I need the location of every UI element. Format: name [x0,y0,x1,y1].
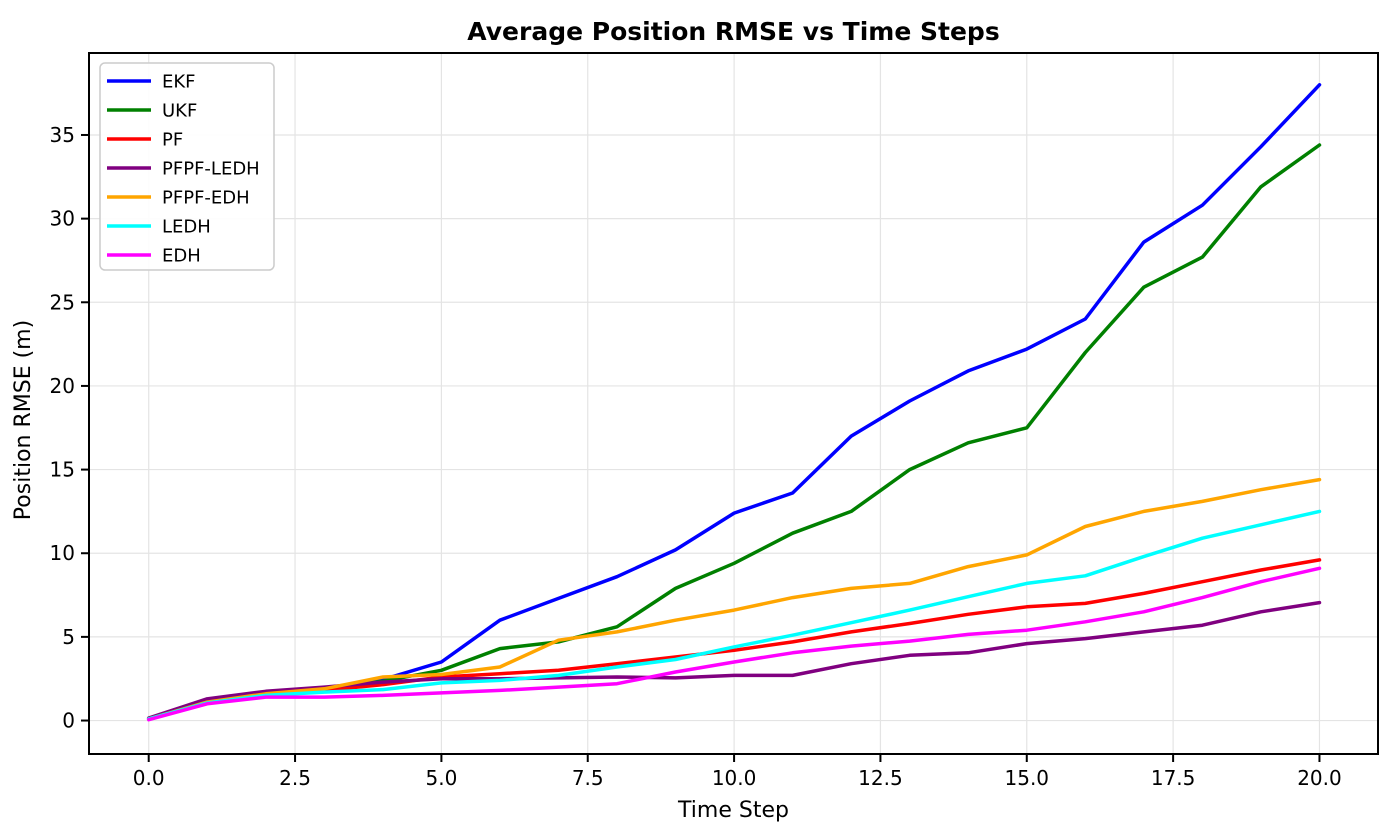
x-tick-label: 12.5 [858,766,903,790]
y-axis-label: Position RMSE (m) [11,320,36,520]
legend-item-ukf: UKF [107,101,197,122]
legend-label: EDH [162,246,201,267]
y-tick-label: 35 [50,123,75,147]
legend-label: PF [162,130,183,151]
legend-item-ledh: LEDH [107,217,211,238]
x-axis: 0.0 2.5 5.0 7.5 10.0 12.5 15.0 17.5 20.0 [133,754,1342,790]
x-tick-label: 10.0 [712,766,757,790]
legend-item-ekf: EKF [107,72,196,93]
x-tick-label: 17.5 [1151,766,1196,790]
x-tick-label: 7.5 [572,766,604,790]
legend-label: PFPF-EDH [162,188,250,209]
series-line-pfpf-edh [146,477,1322,721]
x-axis-label: Time Step [677,798,789,823]
y-tick-label: 15 [50,458,75,482]
legend-item-pf: PF [107,130,183,151]
legend-label: EKF [162,72,196,93]
series-line-ledh [146,509,1322,721]
gridlines [89,53,1378,754]
legend-box [99,62,275,271]
x-tick-label: 15.0 [1005,766,1050,790]
y-tick-label: 10 [50,541,75,565]
legend-label: LEDH [162,217,211,238]
legend-item-pfpf-edh: PFPF-EDH [107,188,250,209]
x-tick-label: 20.0 [1297,766,1342,790]
legend: EKF UKF PF PFPF-LEDH PFPF-EDH LEDH EDH [99,62,275,271]
x-tick-label: 0.0 [133,766,165,790]
legend-label: UKF [162,101,197,122]
chart-title: Average Position RMSE vs Time Steps [467,17,999,46]
y-tick-label: 25 [50,290,75,314]
legend-item-edh: EDH [107,246,201,267]
y-axis: 0 5 10 15 20 25 30 35 [50,123,89,733]
series-line-edh [146,566,1322,722]
y-tick-label: 0 [62,709,75,733]
legend-item-pfpf-ledh: PFPF-LEDH [107,159,260,180]
y-tick-label: 30 [50,207,75,231]
series-line-pf [146,558,1322,721]
x-tick-label: 2.5 [279,766,311,790]
legend-label: PFPF-LEDH [162,159,260,180]
x-tick-label: 5.0 [425,766,457,790]
y-tick-label: 20 [50,374,75,398]
y-tick-label: 5 [62,625,75,649]
